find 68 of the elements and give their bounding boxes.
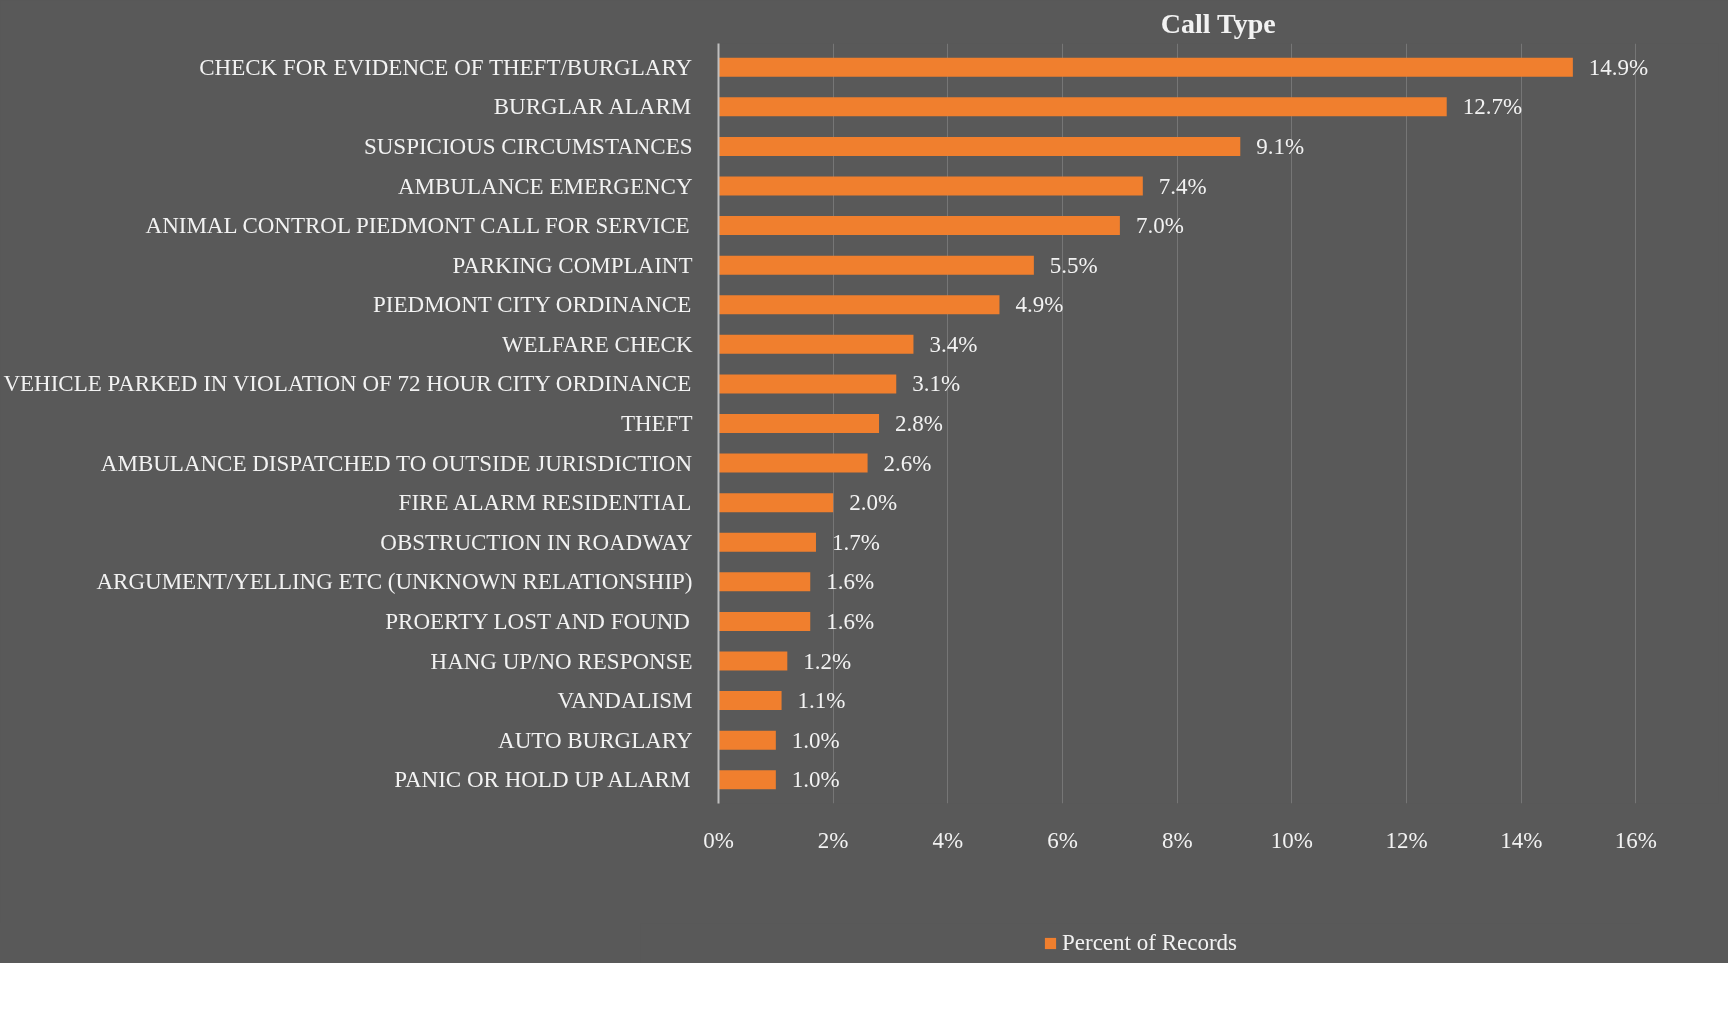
y-tick-label: AMBULANCE EMERGENCY — [397, 173, 693, 199]
y-tick-label: BURGLAR ALARM — [493, 94, 692, 120]
bar — [718, 532, 816, 552]
bar — [718, 57, 1573, 77]
data-label: 9.1% — [1256, 133, 1305, 159]
data-label: 2.0% — [849, 490, 898, 516]
x-tick-label: 4% — [932, 827, 964, 853]
y-tick-label: AMBULANCE DISPATCHED TO OUTSIDE JURISDICTION — [100, 450, 693, 476]
data-label: 1.6% — [826, 569, 875, 595]
y-tick-label: AUTO BURGLARY — [498, 727, 693, 753]
x-tick-label: 8% — [1161, 827, 1193, 853]
y-tick-label: ARGUMENT/YELLING ETC (UNKNOWN RELATIONSHIP) — [96, 569, 693, 595]
bar — [718, 611, 811, 631]
x-tick-label: 12% — [1385, 827, 1428, 853]
y-tick-label: VEHICLE PARKED IN VIOLATION OF 72 HOUR CITY ORDINANCE — [3, 371, 692, 397]
data-label: 7.0% — [1135, 213, 1184, 239]
bar — [718, 453, 868, 473]
bar — [718, 414, 880, 433]
data-label: 1.6% — [826, 608, 875, 634]
bar — [718, 97, 1447, 117]
data-label: 1.2% — [803, 648, 852, 674]
bar — [718, 572, 811, 592]
x-tick-label: 14% — [1500, 827, 1543, 853]
data-label: 1.1% — [797, 688, 846, 714]
bar — [718, 730, 776, 750]
y-tick-label: SUSPICIOUS CIRCUMSTANCES — [363, 133, 693, 159]
y-tick-label: FIRE ALARM RESIDENTIAL — [398, 490, 692, 516]
bar — [718, 770, 776, 790]
bar — [718, 691, 782, 711]
bar — [718, 493, 834, 513]
bar — [718, 176, 1143, 196]
data-label: 5.5% — [1049, 252, 1098, 278]
y-tick-label: PANIC OR HOLD UP ALARM — [394, 767, 691, 793]
bar — [718, 136, 1241, 156]
x-tick-label: 2% — [817, 827, 849, 853]
data-label: 3.1% — [912, 371, 961, 397]
data-label: 1.0% — [791, 727, 840, 753]
data-label: 14.9% — [1588, 54, 1649, 80]
x-tick-label: 0% — [703, 827, 734, 853]
data-label: 4.9% — [1015, 292, 1064, 318]
bar — [718, 255, 1034, 275]
data-label: 12.7% — [1462, 94, 1523, 120]
y-tick-label: PARKING COMPLAINT — [452, 252, 693, 278]
y-tick-label: THEFT — [620, 411, 693, 436]
y-tick-label: WELFARE CHECK — [501, 331, 693, 357]
bar — [718, 295, 1000, 315]
x-tick-label: 16% — [1614, 827, 1658, 853]
data-label: 2.8% — [895, 411, 943, 436]
data-label: 1.7% — [831, 529, 880, 555]
data-label: 7.4% — [1158, 173, 1207, 199]
data-label: 2.6% — [883, 450, 932, 476]
data-label: 3.4% — [929, 331, 978, 357]
chart-title: Call Type — [1160, 7, 1276, 39]
data-label: 1.0% — [791, 767, 840, 793]
x-tick-label: 10% — [1270, 827, 1313, 853]
bar — [718, 374, 897, 394]
bar — [718, 216, 1120, 236]
y-tick-label: HANG UP/NO RESPONSE — [430, 648, 693, 674]
bar — [718, 334, 914, 354]
y-tick-label: PROERTY LOST AND FOUND — [385, 608, 690, 634]
legend-label: Percent of Records — [1062, 930, 1237, 956]
y-tick-label: ANIMAL CONTROL PIEDMONT CALL FOR SERVICE — [145, 213, 690, 239]
y-tick-label: VANDALISM — [557, 688, 693, 714]
y-tick-label: OBSTRUCTION IN ROADWAY — [380, 529, 693, 555]
bar — [718, 651, 788, 671]
y-tick-label: PIEDMONT CITY ORDINANCE — [373, 292, 692, 318]
y-tick-label: CHECK FOR EVIDENCE OF THEFT/BURGLARY — [199, 54, 693, 80]
x-tick-label: 6% — [1047, 827, 1078, 853]
